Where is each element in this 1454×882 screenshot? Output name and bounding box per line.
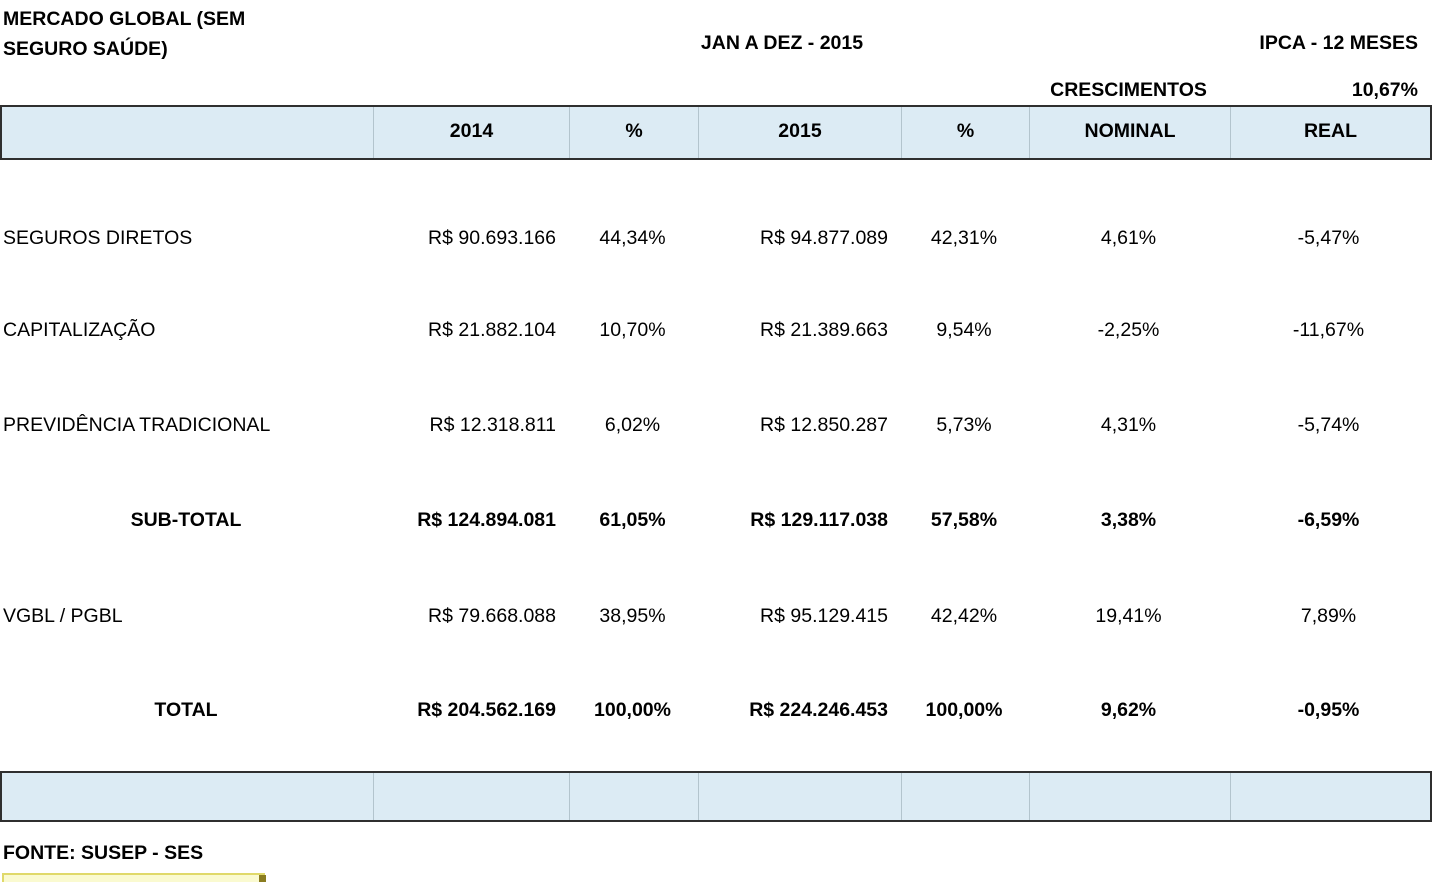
header-row: 2014 % 2015 % NOMINAL REAL	[0, 105, 1432, 160]
cell-nominal[interactable]: 4,31%	[1100, 414, 1157, 436]
cell-2015-pct[interactable]: 42,42%	[930, 605, 998, 627]
cell-real[interactable]: -0,95%	[1297, 699, 1360, 721]
cell-2015-value[interactable]: R$ 94.877.089	[760, 227, 888, 249]
crescimentos-label: CRESCIMENTOS	[1050, 79, 1207, 101]
footer-band	[0, 771, 1432, 822]
cell-2014-pct[interactable]: 38,95%	[599, 605, 666, 627]
row-label[interactable]: VGBL / PGBL	[3, 605, 123, 627]
cell-2014-value[interactable]: R$ 12.318.811	[429, 414, 557, 436]
cell-2015-value[interactable]: R$ 224.246.453	[749, 699, 888, 721]
cell-2014-value[interactable]: R$ 79.668.088	[428, 605, 556, 627]
cell-2015-pct[interactable]: 100,00%	[925, 699, 1003, 721]
cell-real[interactable]: -5,47%	[1297, 227, 1360, 249]
footer-cell[interactable]	[902, 773, 1030, 820]
cell-real[interactable]: -11,67%	[1292, 319, 1365, 341]
cell-nominal[interactable]: 9,62%	[1100, 699, 1157, 721]
header-cell-2014[interactable]: 2014	[374, 107, 570, 158]
footer-cell[interactable]	[1231, 773, 1430, 820]
cell-2014-value[interactable]: R$ 21.882.104	[428, 319, 556, 341]
header-cell-real[interactable]: REAL	[1303, 120, 1358, 142]
total-row: TOTAL R$ 204.562.169 100,00% R$ 224.246.…	[0, 684, 1428, 736]
cell-2015-pct[interactable]: 9,54%	[936, 319, 992, 341]
table-row: CAPITALIZAÇÃO R$ 21.882.104 10,70% R$ 21…	[0, 304, 1428, 356]
cell-2014-pct[interactable]: 10,70%	[599, 319, 666, 341]
table-row: PREVIDÊNCIA TRADICIONAL R$ 12.318.811 6,…	[0, 399, 1428, 451]
cell-2015-value[interactable]: R$ 95.129.415	[760, 605, 888, 627]
cell-2015-value[interactable]: R$ 21.389.663	[760, 319, 888, 341]
header-cell-2015[interactable]: 2015	[699, 107, 902, 158]
footer-cell[interactable]	[2, 773, 374, 820]
row-label[interactable]: TOTAL	[154, 699, 218, 721]
selected-cell[interactable]	[2, 873, 265, 882]
cell-2014-pct[interactable]: 6,02%	[604, 414, 661, 436]
header-cell-2015-pct[interactable]: %	[902, 107, 1030, 158]
cell-2014-value[interactable]: R$ 124.894.081	[417, 509, 556, 531]
cell-nominal[interactable]: 3,38%	[1100, 509, 1157, 531]
ipca-value: 10,67%	[1351, 79, 1418, 101]
period-title: JAN A DEZ - 2015	[700, 32, 864, 54]
cell-real[interactable]: -6,59%	[1297, 509, 1360, 531]
cell-2014-value[interactable]: R$ 204.562.169	[417, 699, 556, 721]
cell-nominal[interactable]: 19,41%	[1095, 605, 1162, 627]
cell-real[interactable]: -5,74%	[1297, 414, 1360, 436]
cell-2015-pct[interactable]: 5,73%	[936, 414, 992, 436]
row-label[interactable]: SEGUROS DIRETOS	[3, 227, 193, 249]
report-title: MERCADO GLOBAL (SEM SEGURO SAÚDE)	[3, 8, 246, 60]
cell-2014-pct[interactable]: 100,00%	[594, 699, 671, 721]
cell-2014-value[interactable]: R$ 90.693.166	[428, 227, 556, 249]
footer-cell[interactable]	[1030, 773, 1231, 820]
cell-nominal[interactable]: -2,25%	[1097, 319, 1160, 341]
row-label[interactable]: CAPITALIZAÇÃO	[3, 319, 156, 341]
header-cell-empty[interactable]	[2, 107, 374, 158]
row-label[interactable]: PREVIDÊNCIA TRADICIONAL	[3, 414, 271, 436]
subtotal-row: SUB-TOTAL R$ 124.894.081 61,05% R$ 129.1…	[0, 494, 1428, 546]
ipca-title: IPCA - 12 MESES	[1259, 32, 1418, 54]
cell-2015-value[interactable]: R$ 129.117.038	[750, 509, 888, 531]
cell-real[interactable]: 7,89%	[1300, 605, 1357, 627]
cell-2014-pct[interactable]: 61,05%	[599, 509, 666, 531]
cell-nominal[interactable]: 4,61%	[1100, 227, 1157, 249]
source-note: FONTE: SUSEP - SES	[3, 842, 204, 864]
row-label[interactable]: SUB-TOTAL	[130, 509, 242, 531]
footer-cell[interactable]	[570, 773, 699, 820]
cell-2015-value[interactable]: R$ 12.850.287	[760, 414, 888, 436]
footer-cell[interactable]	[699, 773, 902, 820]
cell-2014-pct[interactable]: 44,34%	[599, 227, 666, 249]
table-row: VGBL / PGBL R$ 79.668.088 38,95% R$ 95.1…	[0, 590, 1428, 642]
header-cell-2014-pct[interactable]: %	[570, 107, 699, 158]
cell-2015-pct[interactable]: 42,31%	[930, 227, 998, 249]
cell-2015-pct[interactable]: 57,58%	[930, 509, 998, 531]
fill-handle[interactable]	[259, 875, 266, 882]
header-cell-nominal[interactable]: NOMINAL	[1030, 107, 1231, 158]
footer-cell[interactable]	[374, 773, 570, 820]
table-row: SEGUROS DIRETOS R$ 90.693.166 44,34% R$ …	[0, 212, 1428, 264]
